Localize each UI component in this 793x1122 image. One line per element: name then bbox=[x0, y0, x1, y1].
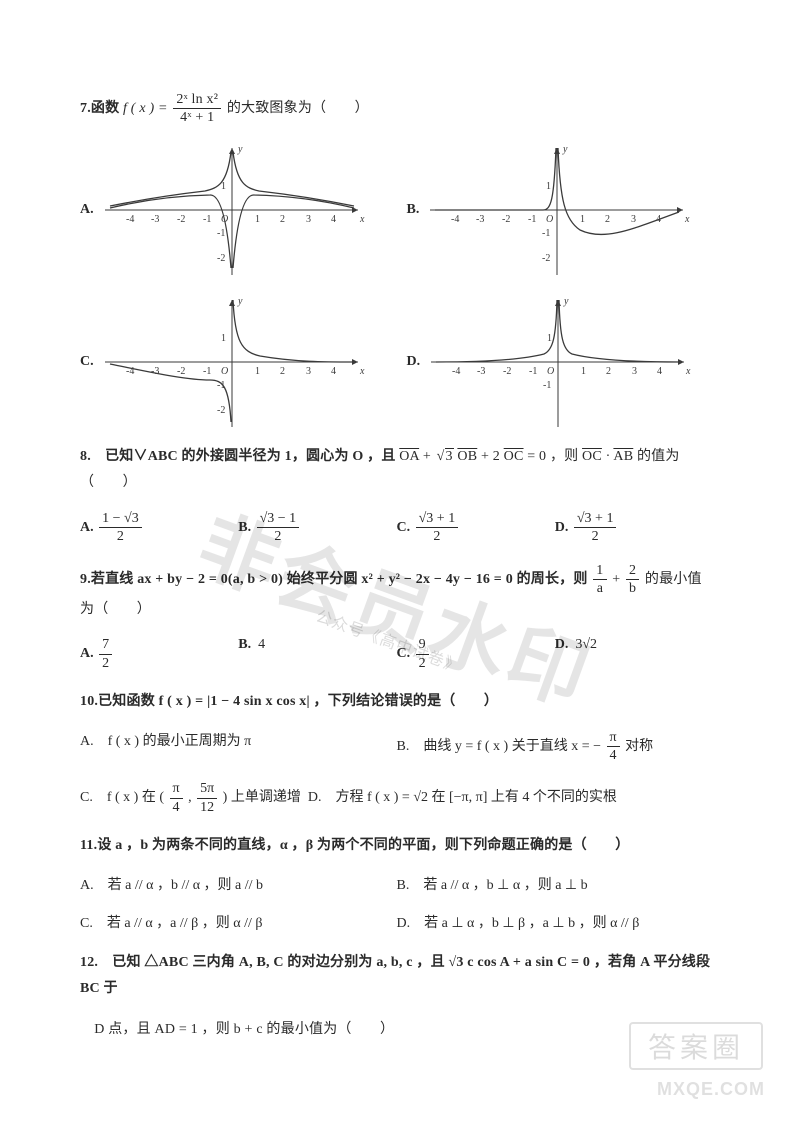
svg-text:-1: -1 bbox=[529, 366, 537, 377]
svg-text:1: 1 bbox=[547, 333, 552, 344]
q10-options-2: C. f ( x ) 在 ( π4 , 5π12 ) 上单调递增 D. 方程 f… bbox=[80, 781, 713, 815]
svg-text:1: 1 bbox=[255, 214, 260, 225]
svg-text:2: 2 bbox=[605, 214, 610, 225]
svg-text:-2: -2 bbox=[542, 253, 550, 264]
q7-graph-C: x y O -4-3-2-1 1234 1-1-2 bbox=[100, 292, 365, 432]
svg-text:O: O bbox=[221, 366, 228, 377]
q7-graph-row-1: A. x y O -4 -3 -2 -1 1 2 3 4 1 -1 -2 bbox=[80, 140, 713, 280]
svg-text:-1: -1 bbox=[543, 380, 551, 391]
q12-stem-1: 12. 已知 △ABC 三内角 A, B, C 的对边分别为 a, b, c ，… bbox=[80, 950, 713, 1003]
svg-text:-1: -1 bbox=[528, 214, 536, 225]
q7-graph-A: x y O -4-3-2-1 1234 1-1-2 bbox=[100, 140, 365, 280]
svg-text:3: 3 bbox=[306, 214, 311, 225]
q9-options: A. 72 B. 4 C. 92 D. 3√2 bbox=[80, 637, 713, 671]
svg-text:-4: -4 bbox=[126, 214, 134, 225]
svg-text:-1: -1 bbox=[542, 228, 550, 239]
q7-label-B: B. bbox=[407, 202, 420, 218]
q7-fraction: 2ˣ ln x² 4ˣ + 1 bbox=[173, 92, 221, 126]
svg-text:-2: -2 bbox=[177, 366, 185, 377]
svg-text:-4: -4 bbox=[451, 214, 459, 225]
q10-options-1: A. f ( x ) 的最小正周期为 π B. 曲线 y = f ( x ) 关… bbox=[80, 730, 713, 764]
q7-num: 7.函数 bbox=[80, 101, 123, 116]
q11-stem: 11.设 a ，b 为两条不同的直线，α ，β 为两个不同的平面，则下列命题正确… bbox=[80, 833, 713, 860]
watermark-corner-2: MXQE.COM bbox=[657, 1079, 765, 1100]
q9-stem: 9.若直线 ax + by − 2 = 0(a, b > 0) 始终平分圆 x²… bbox=[80, 563, 713, 623]
svg-text:-3: -3 bbox=[477, 366, 485, 377]
svg-text:-1: -1 bbox=[203, 366, 211, 377]
svg-text:x: x bbox=[359, 366, 365, 377]
svg-text:4: 4 bbox=[331, 214, 336, 225]
q7-graph-B: x y O -4-3-2-1 1234 1-1-2 bbox=[425, 140, 690, 280]
svg-text:3: 3 bbox=[631, 214, 636, 225]
svg-text:-1: -1 bbox=[203, 214, 211, 225]
q7-label-A: A. bbox=[80, 202, 94, 218]
svg-text:x: x bbox=[359, 214, 365, 225]
svg-text:2: 2 bbox=[606, 366, 611, 377]
svg-text:O: O bbox=[547, 366, 554, 377]
svg-text:y: y bbox=[237, 144, 243, 155]
q12-stem-2: D 点，且 AD = 1 ，则 b + c 的最小值为（ ） bbox=[80, 1017, 713, 1044]
q11-options-2: C. 若 a // α ，a // β ，则 α // β D. 若 a ⊥ α… bbox=[80, 912, 713, 932]
q8-stem: 8. 已知∨ABC 的外接圆半径为 1，圆心为 O ，且 OA + 3 OB +… bbox=[80, 444, 713, 497]
svg-text:1: 1 bbox=[221, 333, 226, 344]
q10-stem: 10.已知函数 f ( x ) = |1 − 4 sin x cos x| ，下… bbox=[80, 689, 713, 716]
svg-text:1: 1 bbox=[580, 214, 585, 225]
svg-text:-2: -2 bbox=[503, 366, 511, 377]
svg-text:4: 4 bbox=[657, 366, 662, 377]
svg-text:-2: -2 bbox=[502, 214, 510, 225]
svg-text:-3: -3 bbox=[151, 366, 159, 377]
svg-text:1: 1 bbox=[546, 181, 551, 192]
q7-label-D: D. bbox=[407, 354, 421, 370]
q7-label-C: C. bbox=[80, 354, 94, 370]
svg-text:-2: -2 bbox=[177, 214, 185, 225]
svg-text:x: x bbox=[684, 214, 690, 225]
q8-options: A. 1 − √32 B. √3 − 12 C. √3 + 12 D. √3 +… bbox=[80, 511, 713, 545]
svg-text:-4: -4 bbox=[452, 366, 460, 377]
svg-text:x: x bbox=[685, 366, 691, 377]
q7-graph-D: x y O -4 -3 -2 -1 1 2 3 4 1 -1 bbox=[426, 292, 691, 432]
svg-text:2: 2 bbox=[280, 366, 285, 377]
svg-text:-3: -3 bbox=[151, 214, 159, 225]
svg-text:O: O bbox=[546, 214, 553, 225]
svg-text:1: 1 bbox=[581, 366, 586, 377]
svg-text:3: 3 bbox=[306, 366, 311, 377]
svg-text:1: 1 bbox=[255, 366, 260, 377]
svg-text:y: y bbox=[562, 144, 568, 155]
q11-options-1: A. 若 a // α ，b // α ，则 a // b B. 若 a // … bbox=[80, 874, 713, 894]
svg-text:y: y bbox=[563, 296, 569, 307]
svg-text:2: 2 bbox=[280, 214, 285, 225]
svg-text:3: 3 bbox=[632, 366, 637, 377]
q7-stem: 7.函数 f ( x ) = 2ˣ ln x² 4ˣ + 1 的大致图象为（ ） bbox=[80, 92, 713, 126]
q7-graph-row-2: C. x y O -4 -3 -2 -1 1 2 3 4 1 -1 -2 bbox=[80, 292, 713, 432]
svg-text:-3: -3 bbox=[476, 214, 484, 225]
svg-text:y: y bbox=[237, 296, 243, 307]
svg-text:-1: -1 bbox=[217, 228, 225, 239]
svg-text:4: 4 bbox=[331, 366, 336, 377]
svg-text:-2: -2 bbox=[217, 253, 225, 264]
svg-text:-2: -2 bbox=[217, 405, 225, 416]
